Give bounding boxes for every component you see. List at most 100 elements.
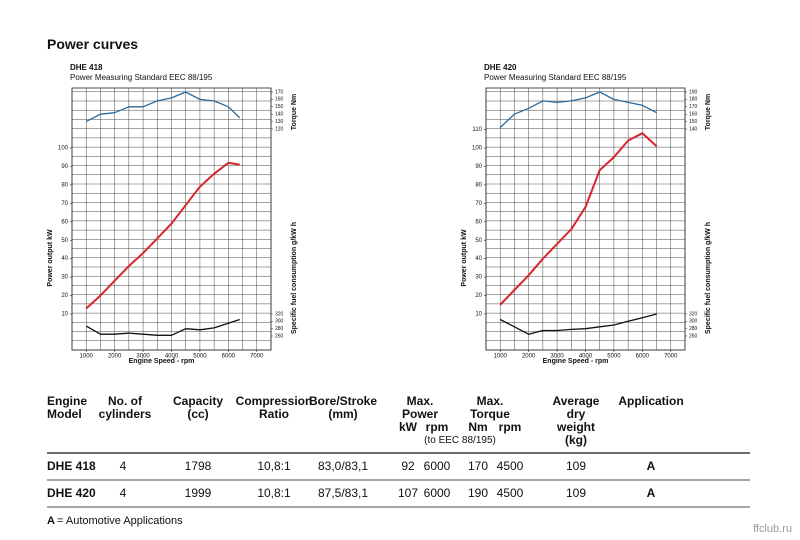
series-line <box>85 318 240 336</box>
table-cell: 109 <box>566 459 586 473</box>
chart-subtitle: Power Measuring Standard EEC 88/195 <box>484 73 627 82</box>
x-tick-label: 2000 <box>108 354 122 360</box>
table-cell: 4500 <box>497 486 524 500</box>
y3-tick-label: 300 <box>275 319 284 325</box>
y-tick-label: 40 <box>61 256 68 262</box>
x-tick-label: 6000 <box>222 354 236 360</box>
y-tick-label: 50 <box>475 238 482 244</box>
footnote-key: A <box>47 515 55 527</box>
y3-tick-label: 280 <box>689 326 698 332</box>
y2-tick-label: 120 <box>275 126 284 132</box>
table-cell: 10,8:1 <box>257 459 291 473</box>
y2-tick-label: 170 <box>275 89 284 95</box>
column-header: Bore/Stroke <box>309 394 377 408</box>
y3-axis-label: Specific fuel consumption g/kW h <box>705 222 712 334</box>
column-header: Ratio <box>259 407 289 421</box>
table-cell: 190 <box>468 486 488 500</box>
column-header: dry <box>567 407 586 421</box>
series-line <box>499 91 657 128</box>
column-header: Torque <box>470 407 510 421</box>
table-cell: 1999 <box>185 486 212 500</box>
y-tick-label: 100 <box>472 146 483 152</box>
column-header: Engine <box>47 394 87 408</box>
y-tick-label: 10 <box>61 312 68 318</box>
y-tick-label: 90 <box>61 164 68 170</box>
y-tick-label: 60 <box>475 219 482 225</box>
y-tick-label: 80 <box>475 182 482 188</box>
y2-tick-label: 160 <box>275 97 284 103</box>
y3-tick-label: 320 <box>689 311 698 317</box>
y-tick-label: 40 <box>475 256 482 262</box>
y3-tick-label: 260 <box>689 333 698 339</box>
y-tick-label: 50 <box>61 238 68 244</box>
x-tick-label: 2000 <box>522 354 536 360</box>
x-tick-label: 7000 <box>250 354 264 360</box>
sub-header: kW <box>399 420 418 434</box>
table-cell: 107 <box>398 486 418 500</box>
column-header: (kg) <box>565 433 587 447</box>
x-axis-label: Engine Speed - rpm <box>543 358 609 365</box>
x-tick-label: 6000 <box>636 354 650 360</box>
y-tick-label: 110 <box>472 127 482 133</box>
x-tick-label: 4000 <box>165 354 179 360</box>
x-tick-label: 1000 <box>80 354 94 360</box>
y2-tick-label: 160 <box>689 112 698 118</box>
y-tick-label: 70 <box>475 201 482 207</box>
column-header: Model <box>47 407 82 421</box>
x-tick-label: 3000 <box>136 354 150 360</box>
x-tick-label: 5000 <box>193 354 207 360</box>
y2-tick-label: 130 <box>275 119 284 125</box>
row-label: DHE 420 <box>47 486 96 500</box>
x-tick-label: 4000 <box>579 354 593 360</box>
column-header: (cc) <box>187 407 208 421</box>
column-header: (mm) <box>328 407 357 421</box>
x-tick-label: 1000 <box>494 354 508 360</box>
x-tick-label: 7000 <box>664 354 678 360</box>
y2-tick-label: 170 <box>689 104 698 110</box>
column-header: Average <box>553 394 600 408</box>
table-cell: 6000 <box>424 459 451 473</box>
column-header: Compression <box>236 394 313 408</box>
y3-tick-label: 280 <box>275 326 284 332</box>
sub-header: rpm <box>426 420 449 434</box>
series-line <box>499 313 657 335</box>
y2-axis-label: Torque Nm <box>291 94 298 130</box>
x-tick-label: 5000 <box>607 354 621 360</box>
column-header: Max. <box>407 394 434 408</box>
y-tick-label: 80 <box>61 182 68 188</box>
table-cell: 4 <box>120 486 127 500</box>
series-line <box>85 161 240 310</box>
y-axis-label: Power output kW <box>461 229 468 287</box>
column-header: No. of <box>108 394 143 408</box>
footnote-text: = Automotive Applications <box>57 515 183 527</box>
watermark: ffclub.ru <box>753 523 792 535</box>
chart-subtitle: Power Measuring Standard EEC 88/195 <box>70 73 213 82</box>
y-tick-label: 30 <box>61 275 68 281</box>
y2-axis-label: Torque Nm <box>705 94 712 130</box>
y-tick-label: 100 <box>58 146 69 152</box>
y2-tick-label: 150 <box>275 104 284 110</box>
y2-tick-label: 190 <box>689 89 698 95</box>
y3-axis-label: Specific fuel consumption g/kW h <box>291 222 298 334</box>
y2-tick-label: 180 <box>689 97 698 103</box>
column-header: weight <box>556 420 595 434</box>
y3-tick-label: 320 <box>275 311 284 317</box>
y-tick-label: 20 <box>61 293 68 299</box>
sub-header: Nm <box>468 420 487 434</box>
table-cell: 10,8:1 <box>257 486 291 500</box>
column-header: Max. <box>477 394 504 408</box>
table-cell: 87,5/83,1 <box>318 486 368 500</box>
series-line <box>85 91 241 123</box>
sub-header: rpm <box>499 420 522 434</box>
table-cell: 92 <box>401 459 415 473</box>
y2-tick-label: 150 <box>689 119 698 125</box>
table-cell: 6000 <box>424 486 451 500</box>
y3-tick-label: 300 <box>689 319 698 325</box>
y3-tick-label: 260 <box>275 333 284 339</box>
column-header: Power <box>402 407 438 421</box>
x-axis-label: Engine Speed - rpm <box>129 358 195 365</box>
y-tick-label: 70 <box>61 201 68 207</box>
row-label: A <box>647 486 656 500</box>
table-cell: 4 <box>120 459 127 473</box>
